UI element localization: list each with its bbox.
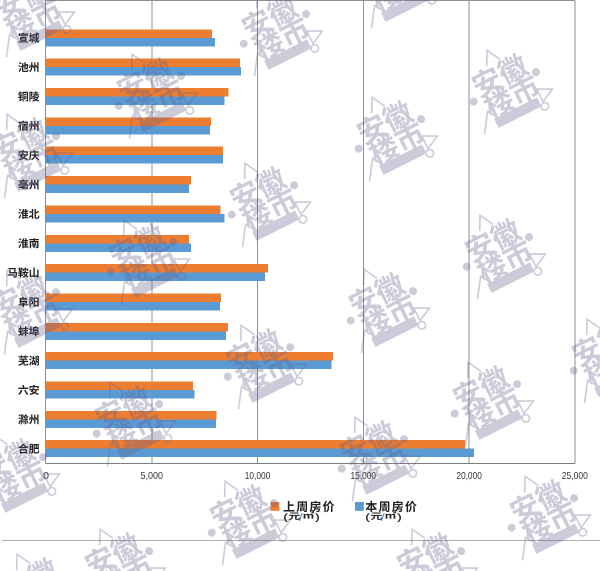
svg-text:5,000: 5,000	[141, 470, 164, 482]
svg-text:20,000: 20,000	[456, 470, 482, 482]
svg-text:25,000: 25,000	[562, 470, 588, 482]
svg-text:10,000: 10,000	[245, 470, 271, 482]
svg-text:0: 0	[43, 470, 49, 482]
